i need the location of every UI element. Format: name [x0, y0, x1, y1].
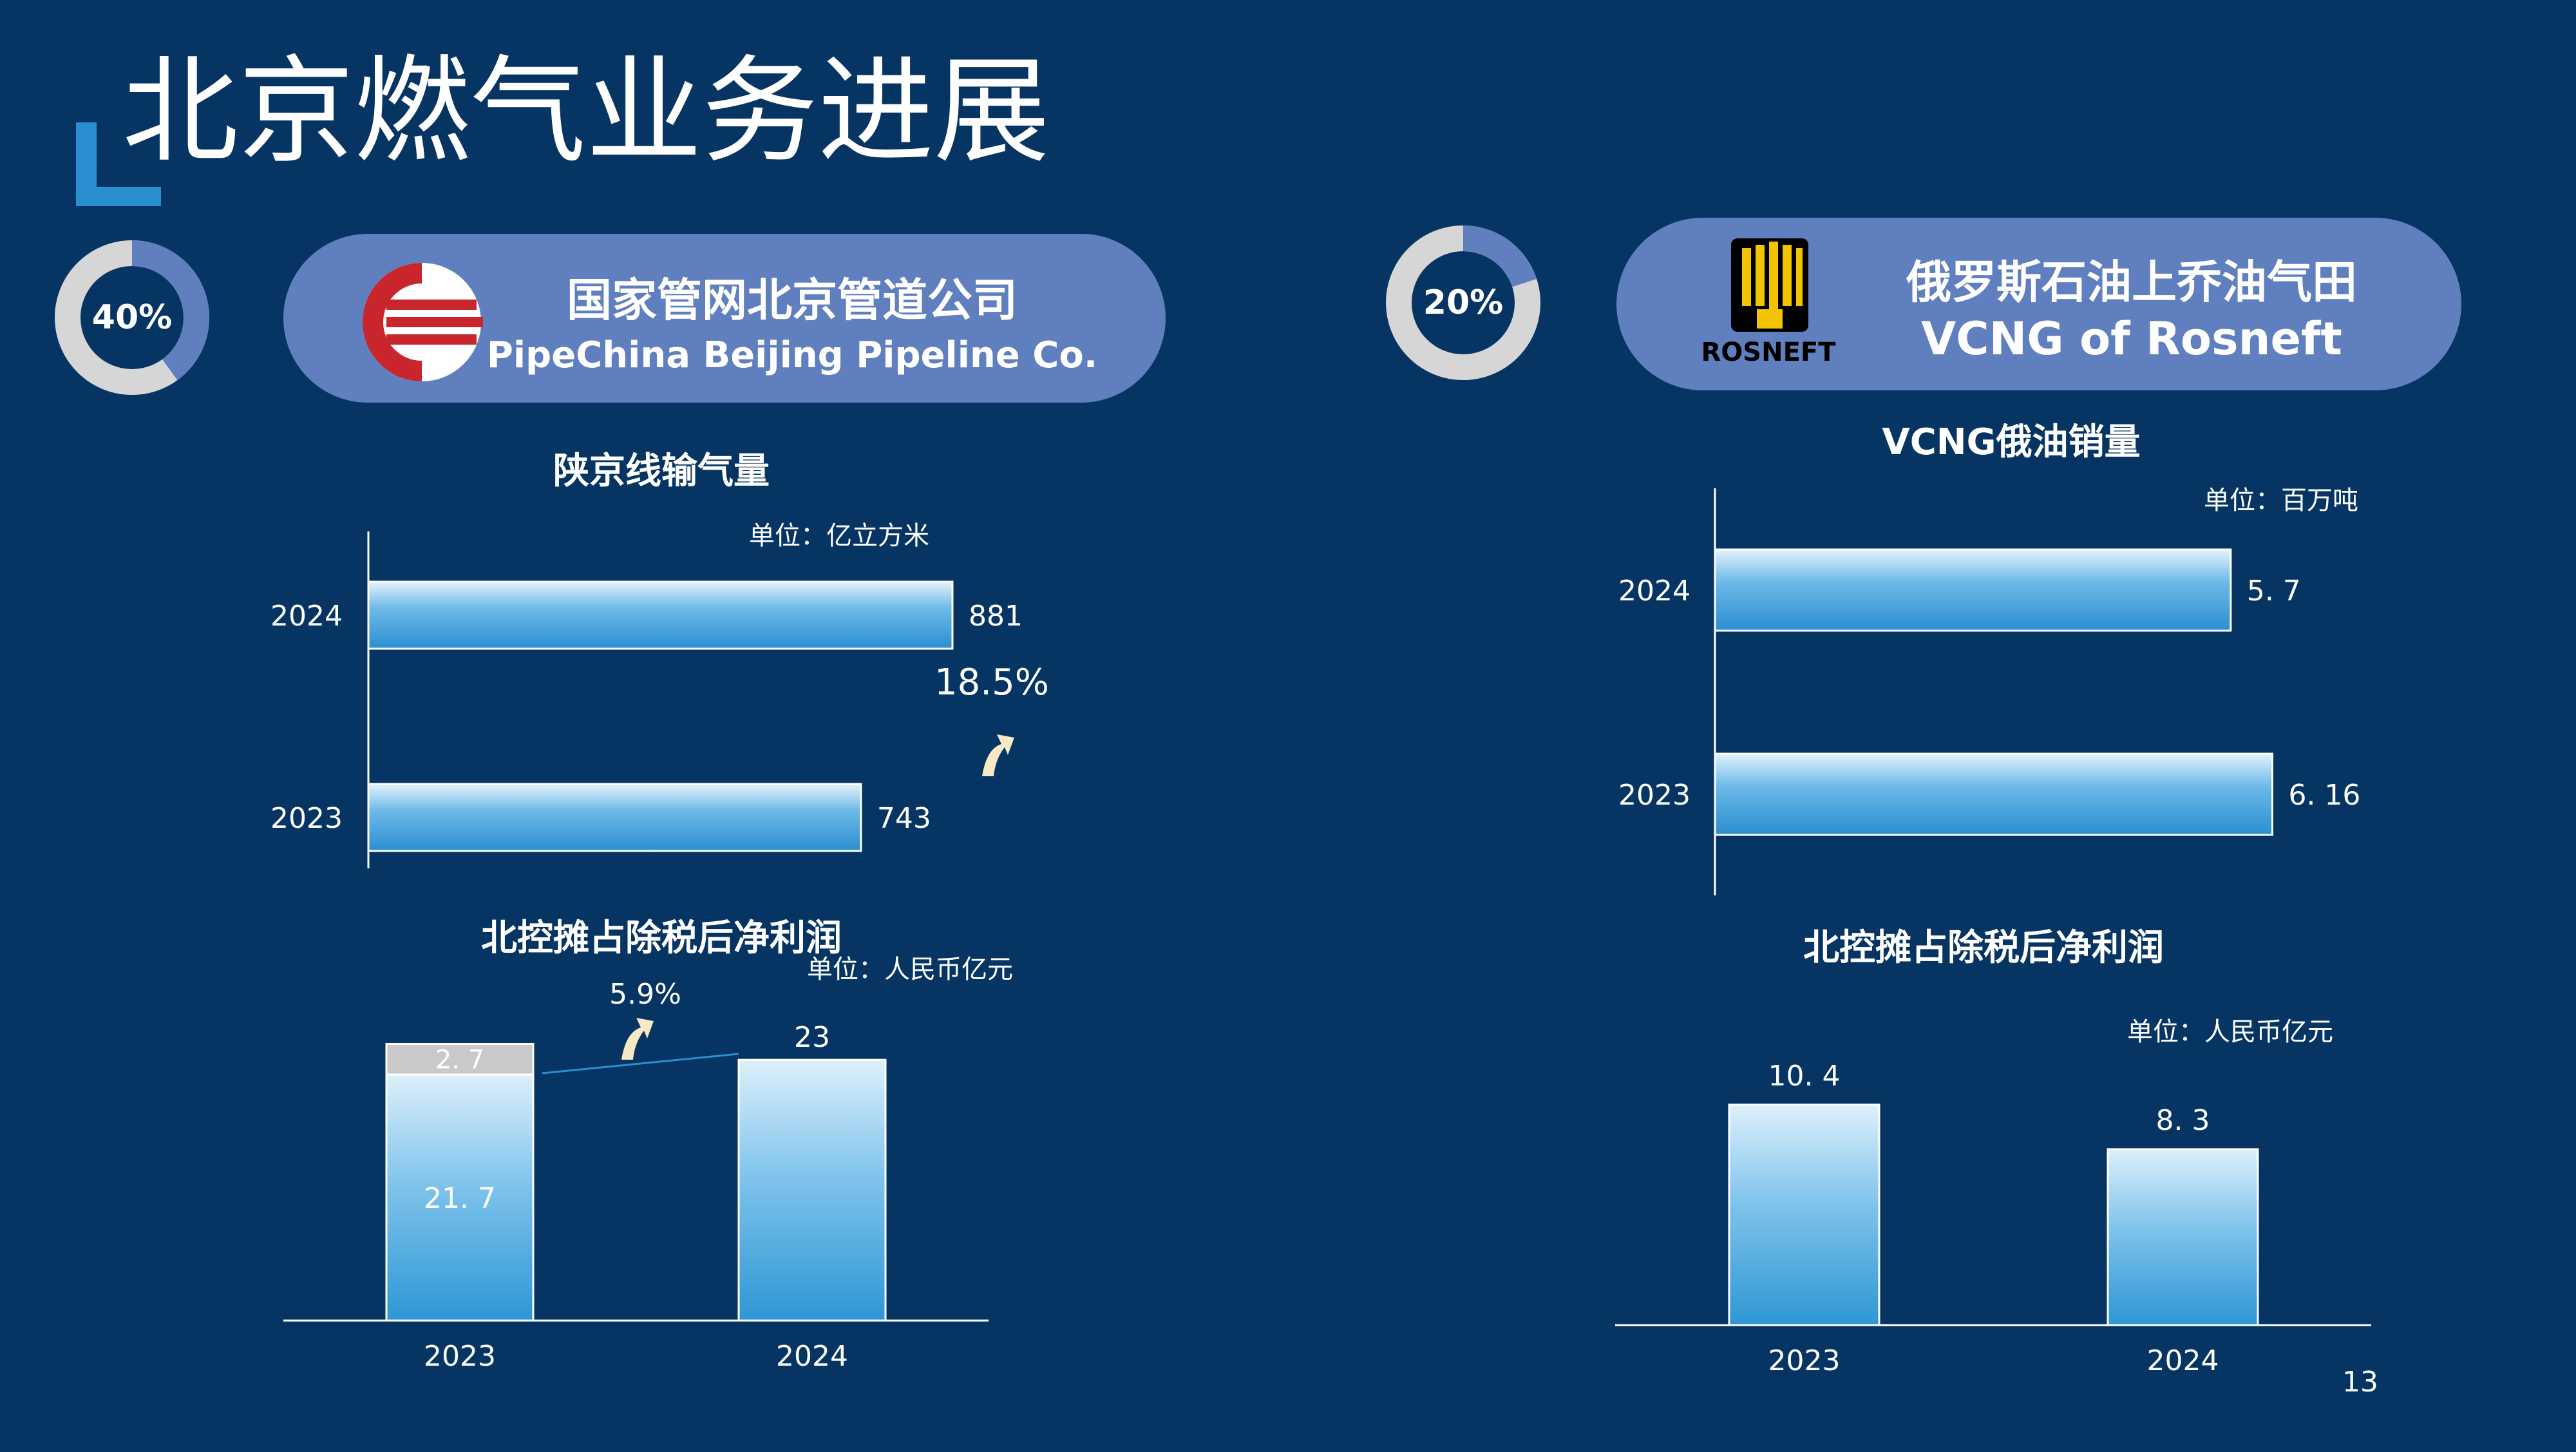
- chart3-unit: 单位：百万吨: [2204, 486, 2358, 515]
- right-company-card: [1616, 218, 2461, 390]
- chart4-bar-2023: [1728, 1103, 1880, 1326]
- chart1-value-label: 881: [969, 600, 1023, 633]
- chart2-growth-arrow-icon: [621, 1018, 654, 1060]
- left-share-donut: 40%: [55, 240, 209, 395]
- rosneft-logo-icon: ROSNEFT: [1701, 238, 1836, 367]
- pipechina-logo-icon: [363, 263, 483, 381]
- chart3-category-label: 2023: [1618, 779, 1690, 812]
- left-company-card: [283, 234, 1166, 403]
- chart2-category-label: 2023: [424, 1340, 496, 1373]
- chart2-title: 北控摊占除税后净利润: [481, 917, 842, 959]
- chart2-value-label: 21. 7: [424, 1182, 496, 1215]
- chart1-growth-label: 18.5%: [934, 662, 1049, 703]
- chart4-category-label: 2023: [1768, 1344, 1841, 1377]
- chart1-unit: 单位：亿立方米: [749, 521, 929, 551]
- right-company-cn: 俄罗斯石油上乔油气田: [1906, 256, 2357, 309]
- chart3-value-label: 5. 7: [2247, 575, 2301, 607]
- left-company-cn: 国家管网北京管道公司: [567, 274, 1018, 327]
- chart1-category-label: 2024: [270, 600, 343, 633]
- chart4-bar-2024: [2107, 1148, 2259, 1326]
- chart1-value-label: 743: [877, 802, 931, 835]
- chart3-category-label: 2024: [1618, 575, 1690, 607]
- corner-accent-icon: [76, 122, 161, 206]
- chart1-bar-2023: [367, 783, 862, 852]
- chart2-bar-2024-base: [737, 1058, 887, 1322]
- right-share-donut: 20%: [1386, 225, 1540, 380]
- chart4-category-label: 2024: [2147, 1344, 2219, 1377]
- chart3-title: VCNG俄油销量: [1882, 421, 2140, 463]
- right-company-en: VCNG of Rosneft: [1921, 312, 2342, 365]
- slide-title: 北京燃气业务进展: [122, 44, 1050, 179]
- chart4-value-label: 8. 3: [2156, 1104, 2210, 1137]
- left-company-en: PipeChina Beijing Pipeline Co.: [487, 334, 1097, 376]
- chart4-unit: 单位：人民币亿元: [2127, 1017, 2333, 1047]
- chart4-value-label: 10. 4: [1768, 1060, 1841, 1093]
- right-share-label: 20%: [1423, 283, 1503, 322]
- chart2-bar-2023-top: [385, 1043, 535, 1076]
- left-share-label: 40%: [92, 298, 172, 337]
- chart2-connector-line: [542, 1053, 739, 1075]
- chart1-growth-arrow-icon: [982, 734, 1014, 776]
- chart2-bar-2023-base: [385, 1073, 535, 1322]
- chart2-value-label: 2. 7: [435, 1045, 484, 1075]
- chart1-category-label: 2023: [270, 802, 343, 835]
- chart3-bar-2024: [1714, 548, 2232, 632]
- chart1-bar-2024: [367, 580, 954, 650]
- chart2-growth-label: 5.9%: [609, 978, 681, 1011]
- chart1-title: 陕京线输气量: [553, 450, 770, 492]
- chart2-value-label: 23: [794, 1021, 830, 1054]
- chart2-unit: 单位：人民币亿元: [807, 955, 1013, 984]
- chart2-category-label: 2024: [776, 1340, 848, 1373]
- chart4-title: 北控摊占除税后净利润: [1803, 927, 2164, 969]
- rosneft-logo-text: ROSNEFT: [1701, 338, 1836, 367]
- chart3-value-label: 6. 16: [2288, 779, 2360, 812]
- page-number: 13: [2342, 1366, 2378, 1399]
- chart3-bar-2023: [1714, 752, 2273, 836]
